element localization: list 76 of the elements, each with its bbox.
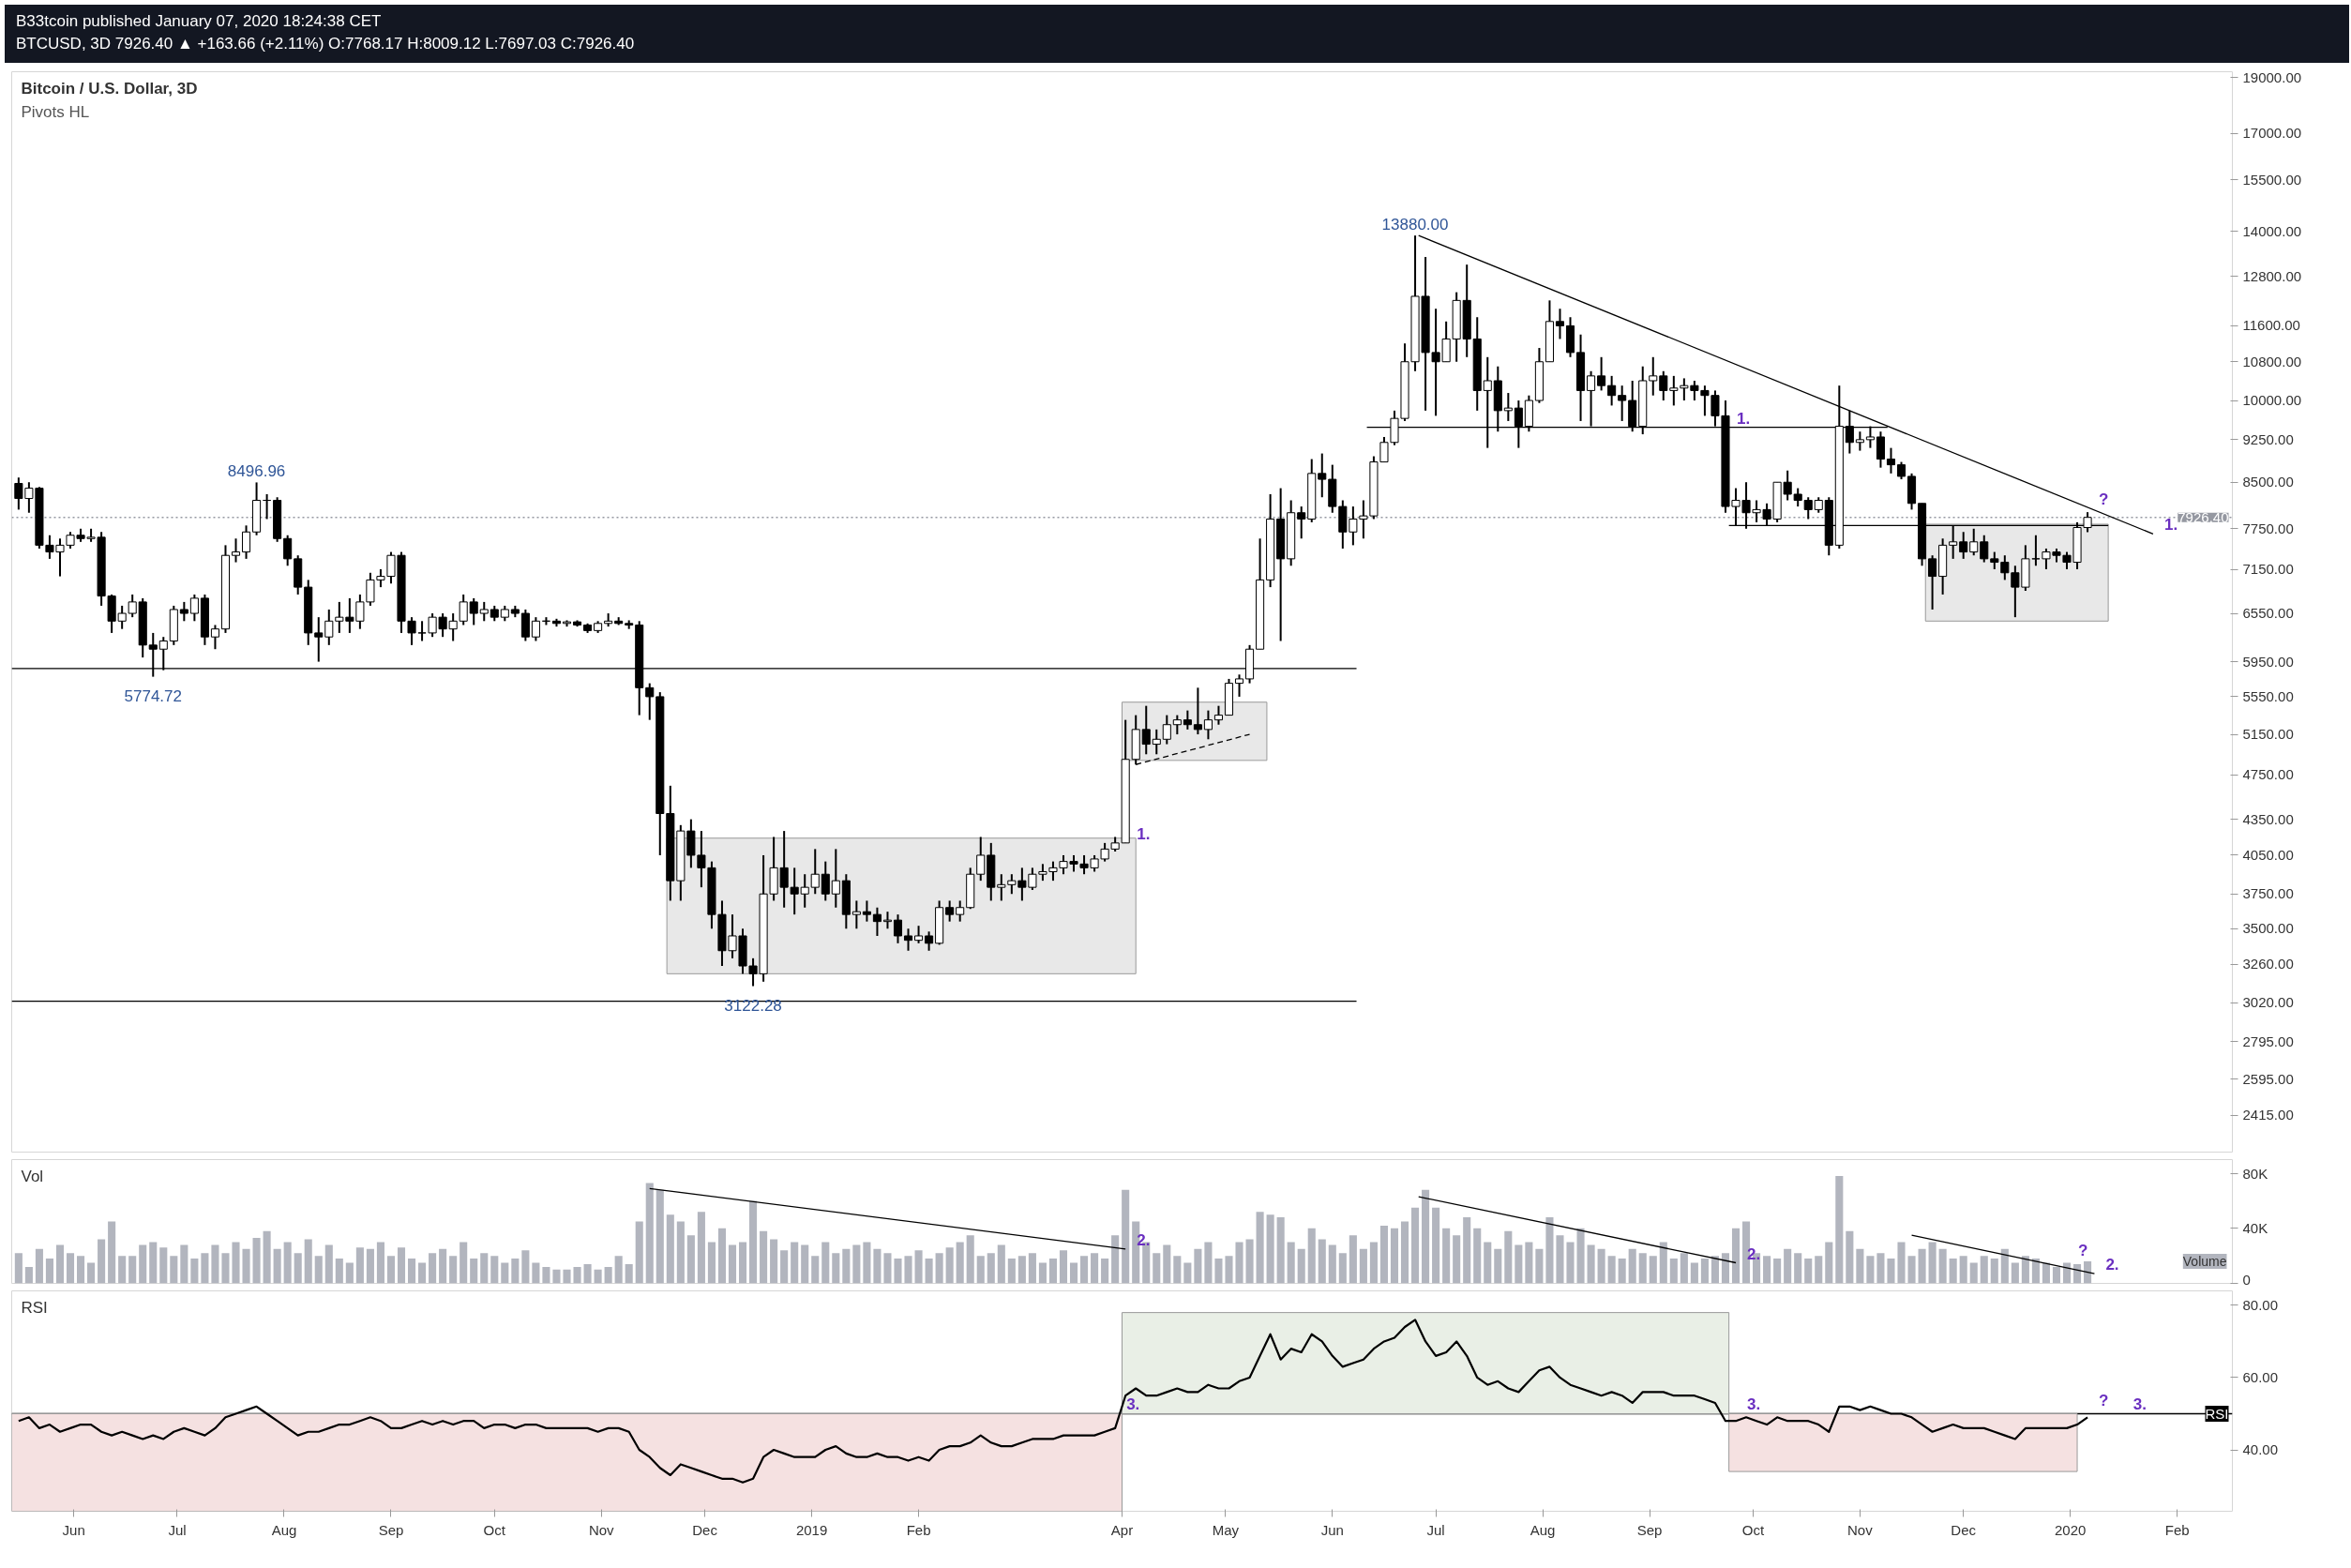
y-tick-label: 10800.00 — [2242, 353, 2302, 369]
x-tick-label: 2020 — [2055, 1521, 2087, 1538]
x-tick-label: Oct — [1741, 1521, 1765, 1538]
x-tick-label: Jun — [1320, 1521, 1344, 1538]
x-tick-label: Aug — [1530, 1521, 1556, 1538]
y-tick-label: 12800.00 — [2242, 267, 2302, 284]
x-tick-label: Nov — [1847, 1521, 1874, 1538]
annotation: 5774.72 — [124, 686, 182, 705]
y-tick-label: 3750.00 — [2242, 885, 2294, 902]
annotation: 8496.96 — [227, 462, 286, 481]
text: Volume — [2182, 1254, 2227, 1270]
annotation: 3. — [2132, 1395, 2148, 1414]
chart-title: Vol — [21, 1167, 44, 1185]
x-tick-label: Aug — [271, 1521, 297, 1538]
annotation: 2. — [1137, 1230, 1151, 1249]
y-tick-label: 60.00 — [2242, 1368, 2279, 1385]
x-tick-label: Dec — [692, 1521, 718, 1538]
y-tick-label: 4350.00 — [2242, 810, 2294, 827]
y-tick-label: 80.00 — [2242, 1296, 2279, 1313]
y-tick-label: 4050.00 — [2242, 846, 2294, 863]
y-tick-label: 5150.00 — [2242, 726, 2294, 743]
y-tick-label: 2595.00 — [2242, 1070, 2294, 1087]
x-tick-label: Feb — [2164, 1521, 2190, 1538]
text: Pivots HL — [21, 102, 90, 121]
text: BTCUSD, 3D 7926.40 ▲ +163.66 (+2.11%) O:7768.17 H:8009.12 L:7697.03 C:7926.40 — [16, 34, 635, 54]
y-tick-label: 3020.00 — [2242, 994, 2294, 1011]
annotation: ? — [2099, 1392, 2109, 1410]
x-tick-label: 2019 — [795, 1521, 828, 1538]
y-tick-label: 9250.00 — [2242, 430, 2294, 447]
x-tick-label: Sep — [378, 1521, 404, 1538]
x-tick-label: Jul — [1426, 1521, 1445, 1538]
y-tick-label: 5550.00 — [2242, 687, 2294, 704]
annotation: ? — [2078, 1241, 2088, 1259]
y-tick-label: 0 — [2242, 1271, 2251, 1288]
annotation: 2. — [2105, 1256, 2119, 1274]
text: Bitcoin / U.S. Dollar, 3D — [21, 79, 198, 98]
x-tick-label: Jun — [62, 1521, 85, 1538]
annotation: 1. — [2163, 516, 2178, 535]
y-tick-label: 40.00 — [2242, 1441, 2279, 1458]
annotation: 13880.00 — [1381, 216, 1449, 234]
annotation: 3. — [1126, 1395, 1140, 1414]
ref-line-label: RSI — [2205, 1405, 2229, 1422]
annotation: 3. — [1747, 1395, 1761, 1414]
text: B33tcoin published January 07, 2020 18:24:38 CET — [16, 11, 383, 32]
x-tick-label: May — [1212, 1521, 1240, 1538]
y-tick-label: 15500.00 — [2242, 171, 2302, 188]
x-tick-label: Sep — [1636, 1521, 1663, 1538]
y-tick-label: 3260.00 — [2242, 956, 2294, 972]
annotation: 3122.28 — [724, 996, 782, 1015]
y-tick-label: 2795.00 — [2242, 1033, 2294, 1049]
y-tick-label: 2415.00 — [2242, 1107, 2294, 1123]
y-tick-label: 19000.00 — [2242, 68, 2302, 85]
x-tick-label: Feb — [906, 1521, 931, 1538]
x-tick-label: Dec — [1951, 1521, 1977, 1538]
y-tick-label: 8500.00 — [2242, 474, 2294, 490]
y-tick-label: 17000.00 — [2242, 125, 2302, 142]
y-tick-label: 4750.00 — [2242, 766, 2294, 783]
x-tick-label: Nov — [588, 1521, 615, 1538]
x-tick-label: Apr — [1110, 1521, 1134, 1538]
y-tick-label: 6550.00 — [2242, 605, 2294, 622]
y-tick-label: 11600.00 — [2242, 317, 2300, 334]
annotation: 1. — [1137, 824, 1151, 843]
annotation: 1. — [1736, 409, 1751, 428]
text: RSI — [21, 1298, 48, 1317]
y-tick-label: 7750.00 — [2242, 520, 2294, 536]
annotation: ? — [2099, 490, 2109, 509]
y-tick-label: 7150.00 — [2242, 561, 2294, 578]
y-tick-label: 10000.00 — [2242, 392, 2302, 409]
y-tick-label: 5950.00 — [2242, 653, 2294, 670]
x-tick-label: Oct — [483, 1521, 506, 1538]
x-tick-label: Jul — [168, 1521, 187, 1538]
y-tick-label: 3500.00 — [2242, 920, 2294, 937]
y-tick-label: 14000.00 — [2242, 222, 2302, 239]
ref-line-label: 7926.40 — [2178, 508, 2229, 525]
y-tick-label: 80K — [2242, 1165, 2268, 1182]
y-tick-label: 40K — [2242, 1220, 2268, 1237]
